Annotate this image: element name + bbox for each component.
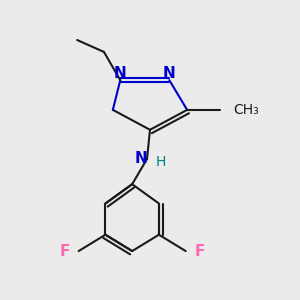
Text: CH₃: CH₃ (233, 103, 259, 117)
Text: F: F (59, 244, 70, 259)
Text: N: N (114, 66, 127, 81)
Text: F: F (195, 244, 205, 259)
Text: H: H (156, 155, 166, 169)
Text: N: N (135, 152, 148, 166)
Text: N: N (163, 66, 176, 81)
